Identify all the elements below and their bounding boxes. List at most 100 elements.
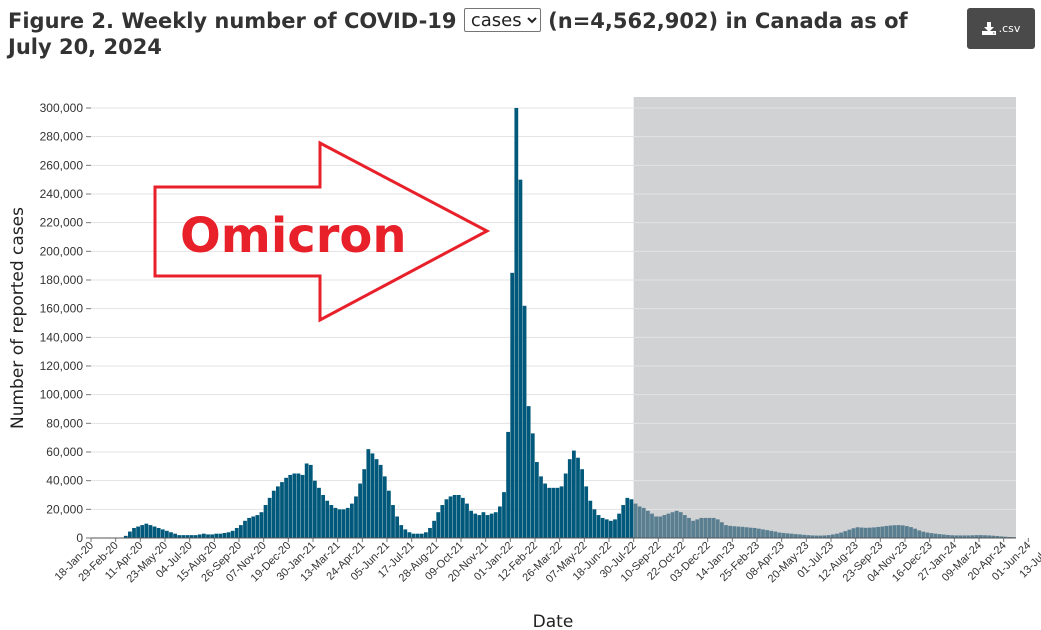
bar: [329, 505, 334, 538]
bar: [317, 487, 321, 538]
bar: [378, 464, 383, 538]
bar: [152, 526, 157, 538]
bar: [226, 532, 231, 538]
bar: [683, 515, 687, 538]
bar: [218, 533, 223, 538]
bar: [547, 487, 552, 538]
bar: [267, 497, 272, 538]
bar: [946, 534, 950, 538]
bar: [321, 495, 325, 538]
bar: [600, 517, 605, 538]
omicron-label: Omicron: [180, 208, 407, 264]
bar: [831, 534, 835, 538]
bar: [650, 513, 654, 538]
bar: [465, 503, 469, 538]
bar: [313, 480, 317, 538]
bar: [415, 533, 420, 538]
bar: [444, 499, 449, 538]
bar: [239, 525, 243, 538]
y-tick-label: 200,000: [40, 244, 84, 258]
bar: [666, 513, 671, 538]
bar: [637, 506, 642, 538]
bar: [481, 512, 486, 538]
bar: [551, 487, 556, 538]
bar: [789, 533, 794, 538]
bar: [880, 526, 885, 538]
title-suffix: (n=4,562,902) in Canada as of July 20, 2…: [8, 9, 908, 59]
bar: [354, 496, 358, 538]
bar: [580, 469, 584, 538]
bar: [954, 535, 959, 538]
bar: [736, 526, 741, 538]
bar: [592, 509, 597, 538]
bar: [255, 515, 260, 538]
bar: [929, 533, 934, 538]
bar: [974, 535, 979, 538]
bar: [757, 528, 761, 538]
y-tick-label: 100,000: [40, 388, 84, 402]
bar: [469, 510, 473, 538]
bar: [979, 535, 983, 538]
download-csv-button[interactable]: .csv: [967, 8, 1035, 49]
bar: [909, 527, 913, 538]
bar: [160, 529, 165, 538]
bar: [292, 473, 297, 538]
bar: [485, 515, 490, 538]
bar: [991, 535, 996, 538]
bar: [123, 535, 128, 538]
bar: [493, 512, 498, 538]
bar: [403, 529, 408, 538]
y-tick-label: 60,000: [46, 445, 83, 459]
bar: [407, 532, 412, 538]
y-axis-ticks: 0 20,000 40,000 60,000 80,000 100,000 120,000 1…: [40, 101, 91, 545]
bar: [933, 533, 938, 538]
bar: [300, 474, 305, 538]
bar: [646, 510, 650, 538]
bar: [1003, 536, 1008, 538]
y-axis-label: Number of reported cases: [8, 207, 28, 429]
bar: [851, 528, 856, 538]
bar: [247, 517, 251, 538]
bar: [156, 527, 161, 538]
bar: [773, 531, 778, 538]
bar: [202, 533, 206, 538]
bar: [128, 531, 132, 538]
y-tick-label: 300,000: [40, 101, 84, 115]
bar: [798, 534, 802, 538]
bar: [785, 533, 790, 538]
bar: [658, 516, 663, 538]
bar: [259, 512, 264, 538]
bar: [715, 519, 720, 538]
y-tick-label: 180,000: [40, 273, 84, 287]
bar: [843, 531, 848, 538]
bar: [604, 519, 609, 538]
bar: [674, 510, 679, 538]
y-tick-label: 260,000: [40, 158, 84, 172]
bar: [280, 482, 284, 538]
bar: [937, 534, 942, 538]
bar: [214, 533, 219, 538]
bar: [387, 490, 391, 538]
y-tick-label: 140,000: [40, 330, 84, 344]
bar: [765, 530, 769, 538]
bar: [567, 459, 572, 538]
bar: [625, 497, 630, 538]
csv-label: .csv: [998, 22, 1021, 35]
y-tick-label: 160,000: [40, 302, 84, 316]
omicron-annotation: Omicron: [153, 140, 491, 323]
bar: [617, 513, 621, 538]
bar: [917, 530, 922, 538]
bar: [748, 527, 753, 538]
bar: [559, 486, 564, 538]
metric-select[interactable]: cases: [463, 8, 541, 32]
bar: [888, 525, 893, 538]
bar: [132, 527, 136, 538]
bar: [341, 509, 346, 538]
bar: [428, 527, 432, 538]
bar: [473, 513, 478, 538]
bar: [288, 474, 293, 538]
bar: [744, 527, 749, 538]
bar: [613, 519, 617, 538]
bar: [703, 517, 708, 538]
